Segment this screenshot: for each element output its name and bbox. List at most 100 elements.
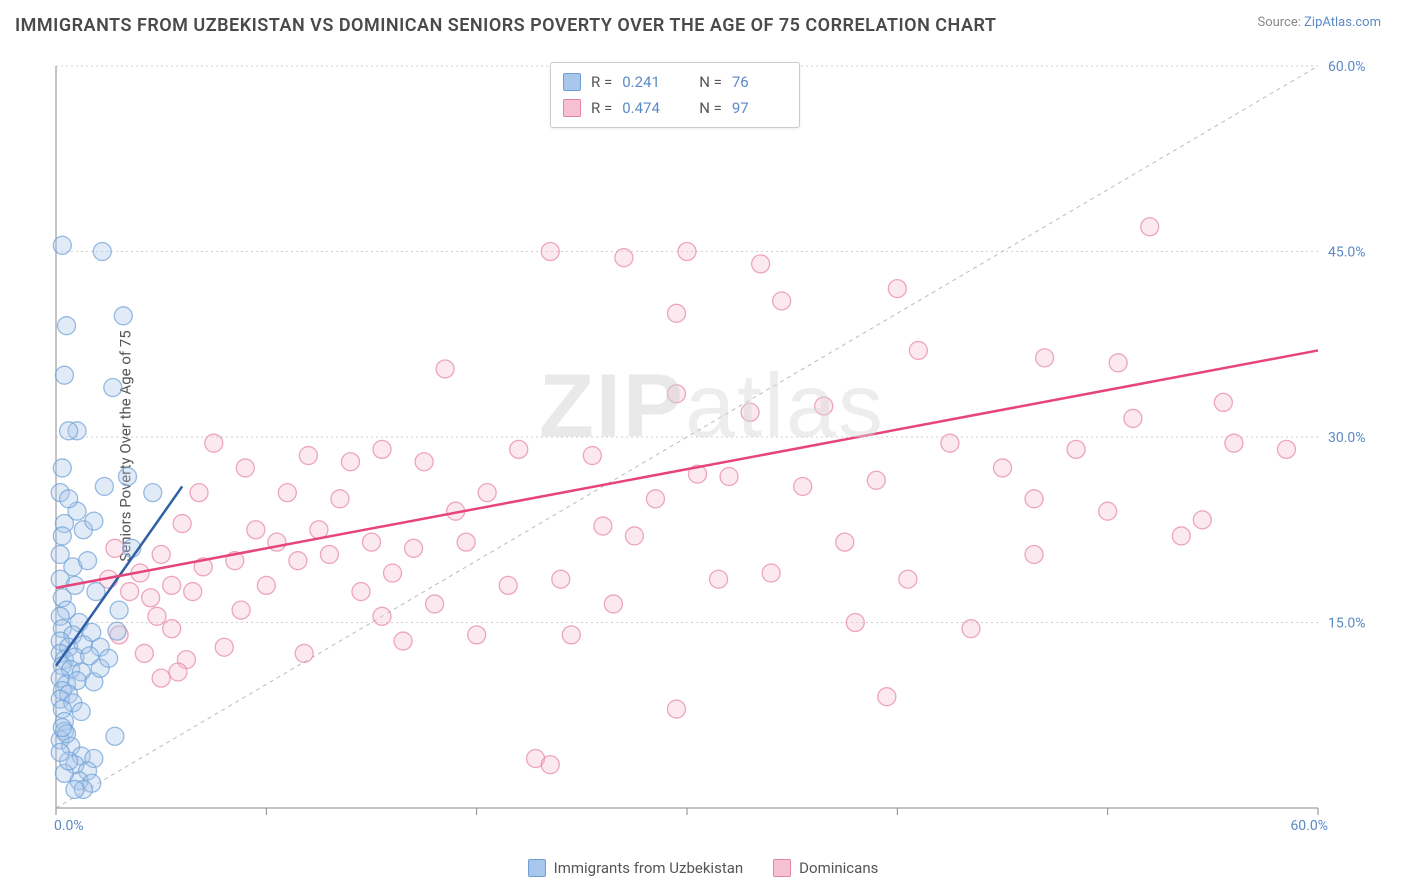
stats-row: R = 0.241 N = 76 [563, 69, 787, 95]
data-point [994, 459, 1012, 477]
r-value: 0.474 [622, 95, 677, 121]
data-point [562, 626, 580, 644]
data-point [878, 688, 896, 706]
data-point [888, 280, 906, 298]
data-point [55, 366, 73, 384]
data-point [184, 583, 202, 601]
data-point [541, 756, 559, 774]
stats-row: R = 0.474 N = 97 [563, 95, 787, 121]
data-point [867, 471, 885, 489]
data-point [436, 360, 454, 378]
data-point [60, 490, 78, 508]
data-point [341, 453, 359, 471]
data-point [667, 385, 685, 403]
data-point [1193, 511, 1211, 529]
data-point [121, 583, 139, 601]
data-point [144, 484, 162, 502]
data-point [1025, 545, 1043, 563]
data-point [190, 484, 208, 502]
data-point [552, 570, 570, 588]
r-value: 0.241 [622, 69, 677, 95]
data-point [1067, 440, 1085, 458]
data-point [110, 601, 128, 619]
chart-title: IMMIGRANTS FROM UZBEKISTAN VS DOMINICAN … [15, 15, 996, 36]
data-point [169, 663, 187, 681]
data-point [232, 601, 250, 619]
data-point [846, 614, 864, 632]
data-point [247, 521, 265, 539]
chart-container: IMMIGRANTS FROM UZBEKISTAN VS DOMINICAN … [0, 0, 1406, 892]
data-point [299, 447, 317, 465]
data-point [53, 719, 71, 737]
data-point [106, 727, 124, 745]
legend-swatch [773, 859, 791, 877]
chart-svg: 15.0%30.0%45.0%60.0%0.0%60.0% [48, 60, 1376, 832]
legend-label: Dominicans [799, 859, 878, 877]
data-point [352, 583, 370, 601]
data-point [66, 780, 84, 798]
data-point [1025, 490, 1043, 508]
data-point [163, 576, 181, 594]
data-point [394, 632, 412, 650]
data-point [1225, 434, 1243, 452]
data-point [941, 434, 959, 452]
source-link[interactable]: ZipAtlas.com [1304, 15, 1381, 30]
y-tick-label: 30.0% [1328, 430, 1366, 446]
data-point [1141, 218, 1159, 236]
data-point [468, 626, 486, 644]
data-point [1214, 393, 1232, 411]
title-bar: IMMIGRANTS FROM UZBEKISTAN VS DOMINICAN … [0, 0, 1406, 41]
data-point [95, 477, 113, 495]
data-point [415, 453, 433, 471]
data-point [646, 490, 664, 508]
data-point [58, 317, 76, 335]
data-point [257, 576, 275, 594]
data-point [163, 620, 181, 638]
n-label: N = [699, 69, 722, 95]
data-point [331, 490, 349, 508]
data-point [1124, 409, 1142, 427]
data-point [114, 307, 132, 325]
n-label: N = [699, 95, 722, 121]
data-point [384, 564, 402, 582]
legend-label: Immigrants from Uzbekistan [554, 859, 744, 877]
data-point [148, 607, 166, 625]
data-point [478, 484, 496, 502]
data-point [373, 607, 391, 625]
data-point [1099, 502, 1117, 520]
data-point [289, 552, 307, 570]
y-tick-label: 45.0% [1328, 245, 1366, 261]
data-point [741, 403, 759, 421]
data-point [625, 527, 643, 545]
data-point [53, 527, 71, 545]
legend-swatch [528, 859, 546, 877]
data-point [142, 589, 160, 607]
data-point [205, 434, 223, 452]
data-point [278, 484, 296, 502]
data-point [752, 255, 770, 273]
y-tick-label: 60.0% [1328, 60, 1366, 75]
data-point [909, 341, 927, 359]
data-point [1172, 527, 1190, 545]
legend-item: Dominicans [773, 859, 878, 877]
data-point [51, 743, 69, 761]
data-point [457, 533, 475, 551]
data-point [60, 422, 78, 440]
data-point [1277, 440, 1295, 458]
data-point [541, 243, 559, 261]
data-point [104, 379, 122, 397]
data-point [295, 644, 313, 662]
data-point [236, 459, 254, 477]
data-point [710, 570, 728, 588]
data-point [320, 545, 338, 563]
legend: Immigrants from Uzbekistan Dominicans [0, 859, 1406, 877]
data-point [615, 249, 633, 267]
stats-swatch [563, 99, 581, 117]
source-attribution: Source: ZipAtlas.com [1257, 15, 1381, 30]
data-point [678, 243, 696, 261]
data-point [510, 440, 528, 458]
data-point [499, 576, 517, 594]
data-point [1109, 354, 1127, 372]
data-point [962, 620, 980, 638]
r-label: R = [591, 95, 612, 121]
